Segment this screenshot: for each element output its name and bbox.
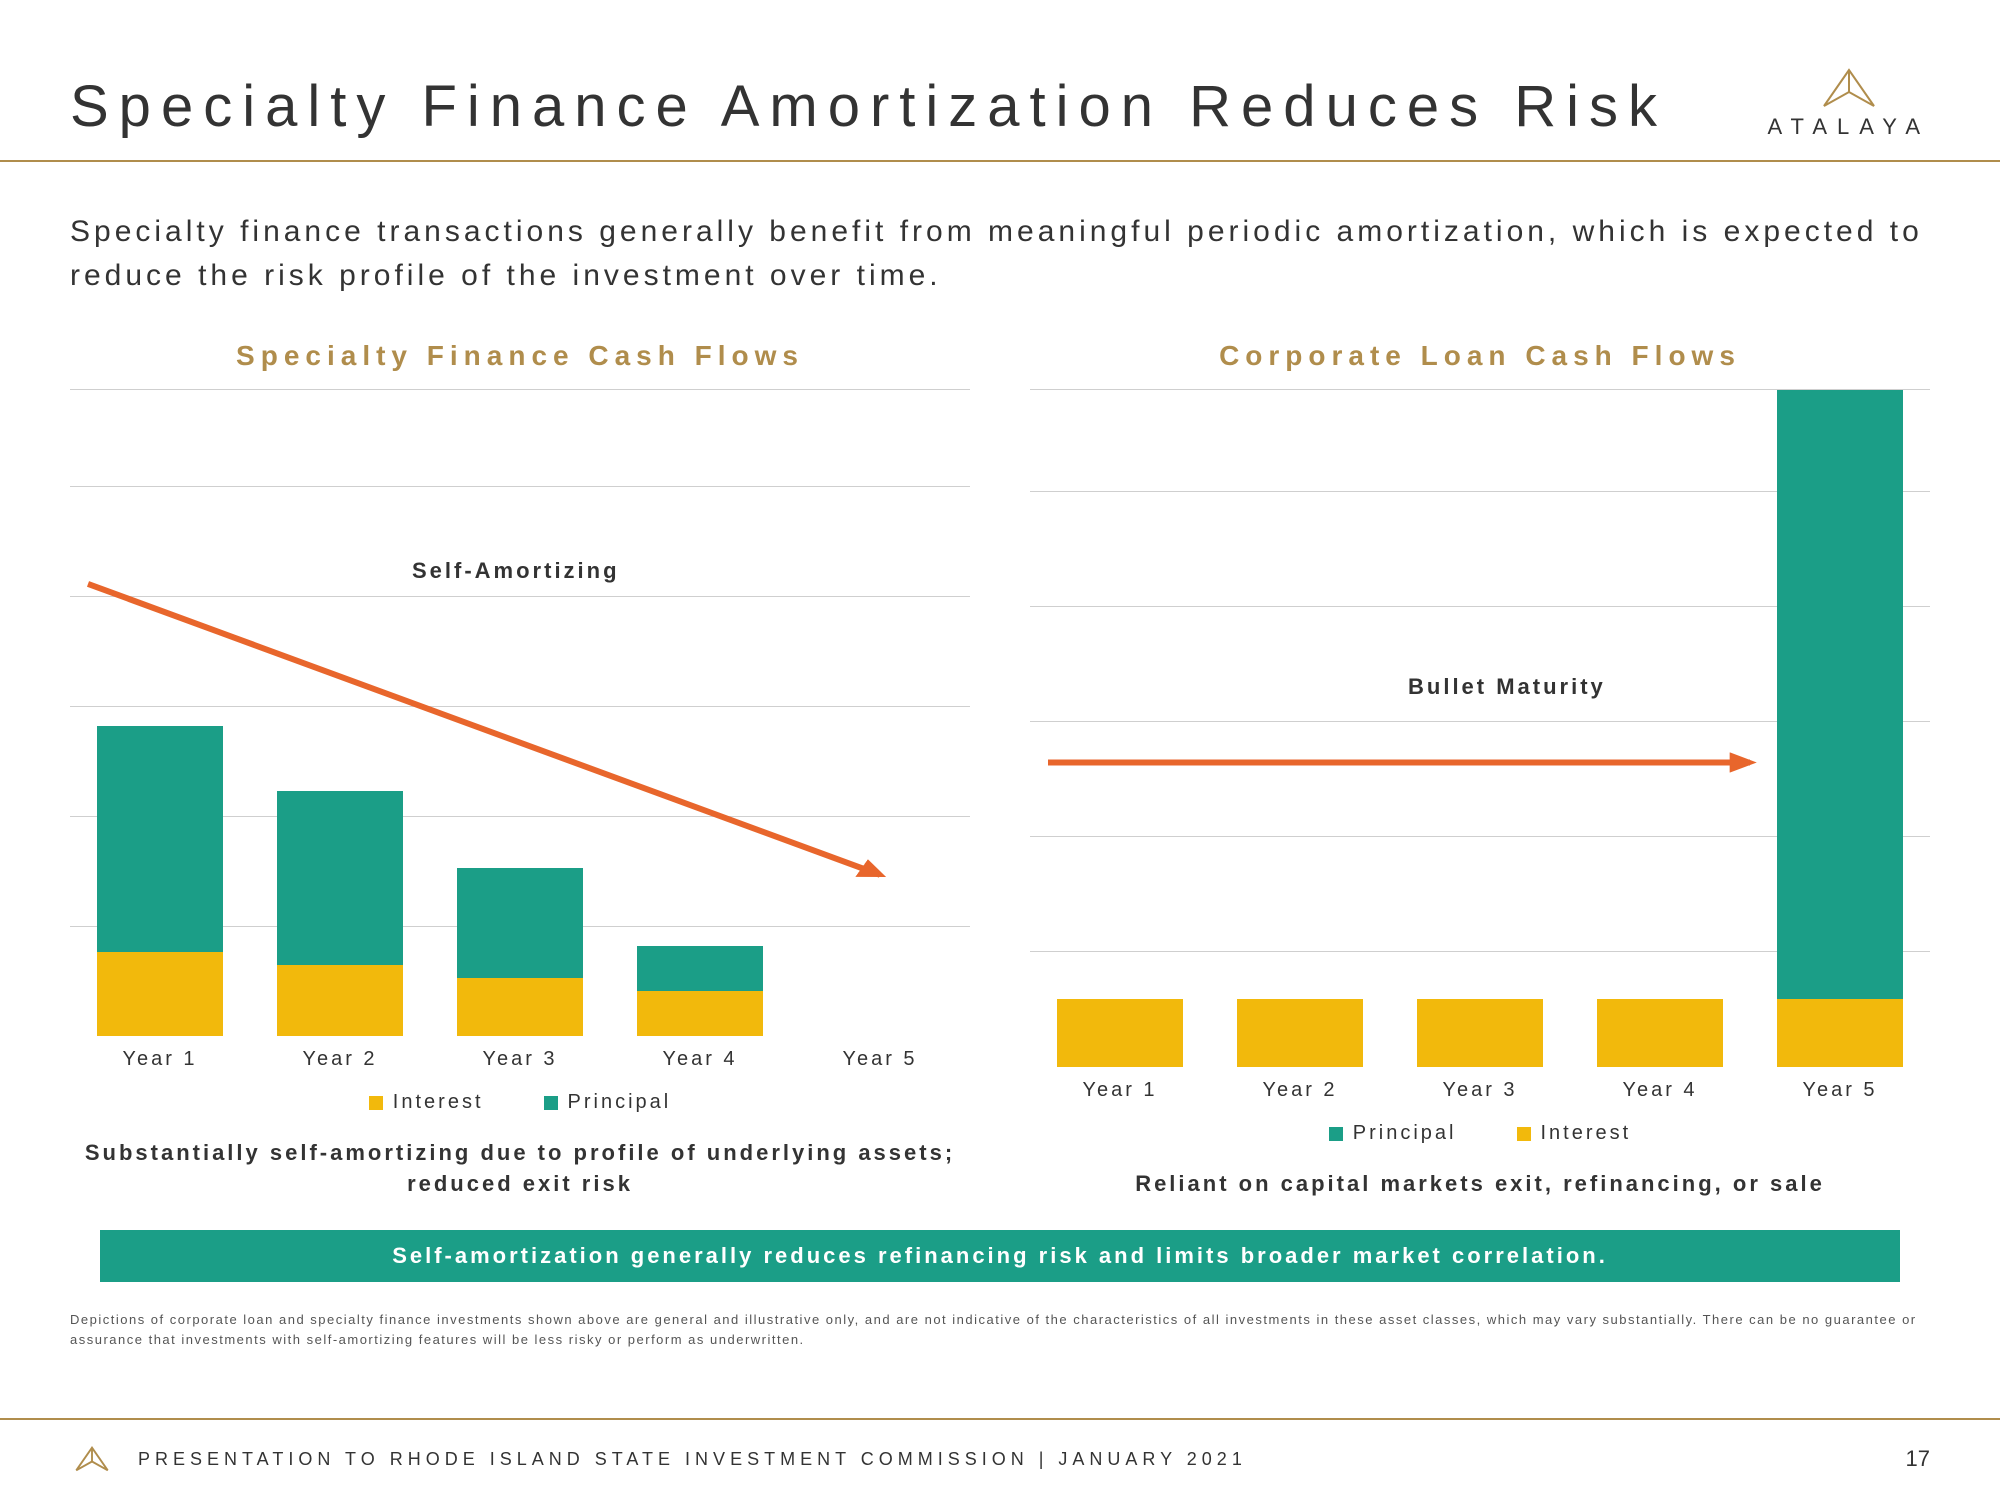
bar-segment-interest: [1237, 999, 1363, 1067]
left-panel: Specialty Finance Cash Flows Self-Amorti…: [70, 340, 970, 1200]
legend-swatch: [369, 1096, 383, 1110]
left-xlabels: Year 1 Year 2 Year 3 Year 4 Year 5: [70, 1048, 970, 1071]
bar-segment-principal: [457, 868, 583, 978]
legend-swatch: [544, 1096, 558, 1110]
bar-col: [1057, 390, 1183, 1067]
footer-text: PRESENTATION TO RHODE ISLAND STATE INVES…: [138, 1449, 1247, 1470]
bar-segment-interest: [1057, 999, 1183, 1067]
x-label: Year 2: [302, 1048, 377, 1071]
brand-logo: ATALAYA: [1767, 68, 1930, 140]
legend-item-interest: Interest: [369, 1091, 484, 1114]
right-caption: Reliant on capital markets exit, refinan…: [1030, 1169, 1930, 1200]
legend-swatch: [1517, 1127, 1531, 1141]
bar-segment-interest: [1417, 999, 1543, 1067]
bar-col: [277, 390, 403, 1036]
bar-col: [1237, 390, 1363, 1067]
footer-logo-icon: [70, 1446, 114, 1472]
page-number: 17: [1906, 1446, 1930, 1472]
bar-segment-principal: [277, 791, 403, 966]
left-caption: Substantially self-amortizing due to pro…: [70, 1138, 970, 1200]
brand-name: ATALAYA: [1767, 114, 1930, 140]
footer: PRESENTATION TO RHODE ISLAND STATE INVES…: [70, 1446, 1930, 1472]
x-label: Year 1: [1082, 1079, 1157, 1102]
bar-segment-interest: [637, 991, 763, 1036]
right-legend: Principal Interest: [1030, 1122, 1930, 1145]
x-label: Year 5: [1802, 1079, 1877, 1102]
bar-segment-interest: [1777, 999, 1903, 1067]
bar-col: [637, 390, 763, 1036]
disclaimer: Depictions of corporate loan and special…: [70, 1310, 1930, 1349]
logo-icon: [1814, 68, 1884, 108]
bar-segment-principal: [97, 726, 223, 952]
bar-col: [1597, 390, 1723, 1067]
page-title: Specialty Finance Amortization Reduces R…: [70, 73, 1667, 140]
left-annotation: Self-Amortizing: [412, 558, 620, 584]
right-bars: [1030, 390, 1930, 1067]
legend-label: Interest: [393, 1091, 484, 1114]
slide: Specialty Finance Amortization Reduces R…: [0, 0, 2000, 1500]
x-label: Year 3: [1442, 1079, 1517, 1102]
bar-segment-interest: [1597, 999, 1723, 1067]
legend-label: Principal: [568, 1091, 672, 1114]
subtitle: Specialty finance transactions generally…: [70, 210, 1930, 297]
bar-col: [1777, 390, 1903, 1067]
legend-item-principal: Principal: [1329, 1122, 1457, 1145]
legend-label: Principal: [1353, 1122, 1457, 1145]
bar-col: [97, 390, 223, 1036]
x-label: Year 1: [122, 1048, 197, 1071]
divider-bottom: [0, 1418, 2000, 1420]
callout-banner: Self-amortization generally reduces refi…: [100, 1230, 1900, 1282]
chart-panels: Specialty Finance Cash Flows Self-Amorti…: [70, 340, 1930, 1200]
legend-item-principal: Principal: [544, 1091, 672, 1114]
x-label: Year 3: [482, 1048, 557, 1071]
bar-col: [817, 390, 943, 1036]
bar-col: [457, 390, 583, 1036]
left-bars: [70, 390, 970, 1036]
left-chart-area: Self-Amortizing: [70, 390, 970, 1036]
x-label: Year 5: [842, 1048, 917, 1071]
bar-segment-interest: [97, 952, 223, 1036]
right-xlabels: Year 1 Year 2 Year 3 Year 4 Year 5: [1030, 1079, 1930, 1102]
bar-segment-interest: [457, 978, 583, 1036]
divider-top: [0, 160, 2000, 162]
title-row: Specialty Finance Amortization Reduces R…: [70, 68, 1930, 140]
legend-swatch: [1329, 1127, 1343, 1141]
right-chart-area: Bullet Maturity: [1030, 390, 1930, 1067]
x-label: Year 2: [1262, 1079, 1337, 1102]
legend-label: Interest: [1541, 1122, 1632, 1145]
right-chart-title: Corporate Loan Cash Flows: [1030, 340, 1930, 372]
x-label: Year 4: [1622, 1079, 1697, 1102]
bar-col: [1417, 390, 1543, 1067]
x-label: Year 4: [662, 1048, 737, 1071]
bar-segment-interest: [277, 965, 403, 1036]
legend-item-interest: Interest: [1517, 1122, 1632, 1145]
bar-segment-principal: [637, 946, 763, 991]
left-chart-title: Specialty Finance Cash Flows: [70, 340, 970, 372]
bar-segment-principal: [1777, 390, 1903, 999]
right-panel: Corporate Loan Cash Flows Bullet Maturit…: [1030, 340, 1930, 1200]
right-annotation: Bullet Maturity: [1408, 674, 1606, 700]
left-legend: Interest Principal: [70, 1091, 970, 1114]
